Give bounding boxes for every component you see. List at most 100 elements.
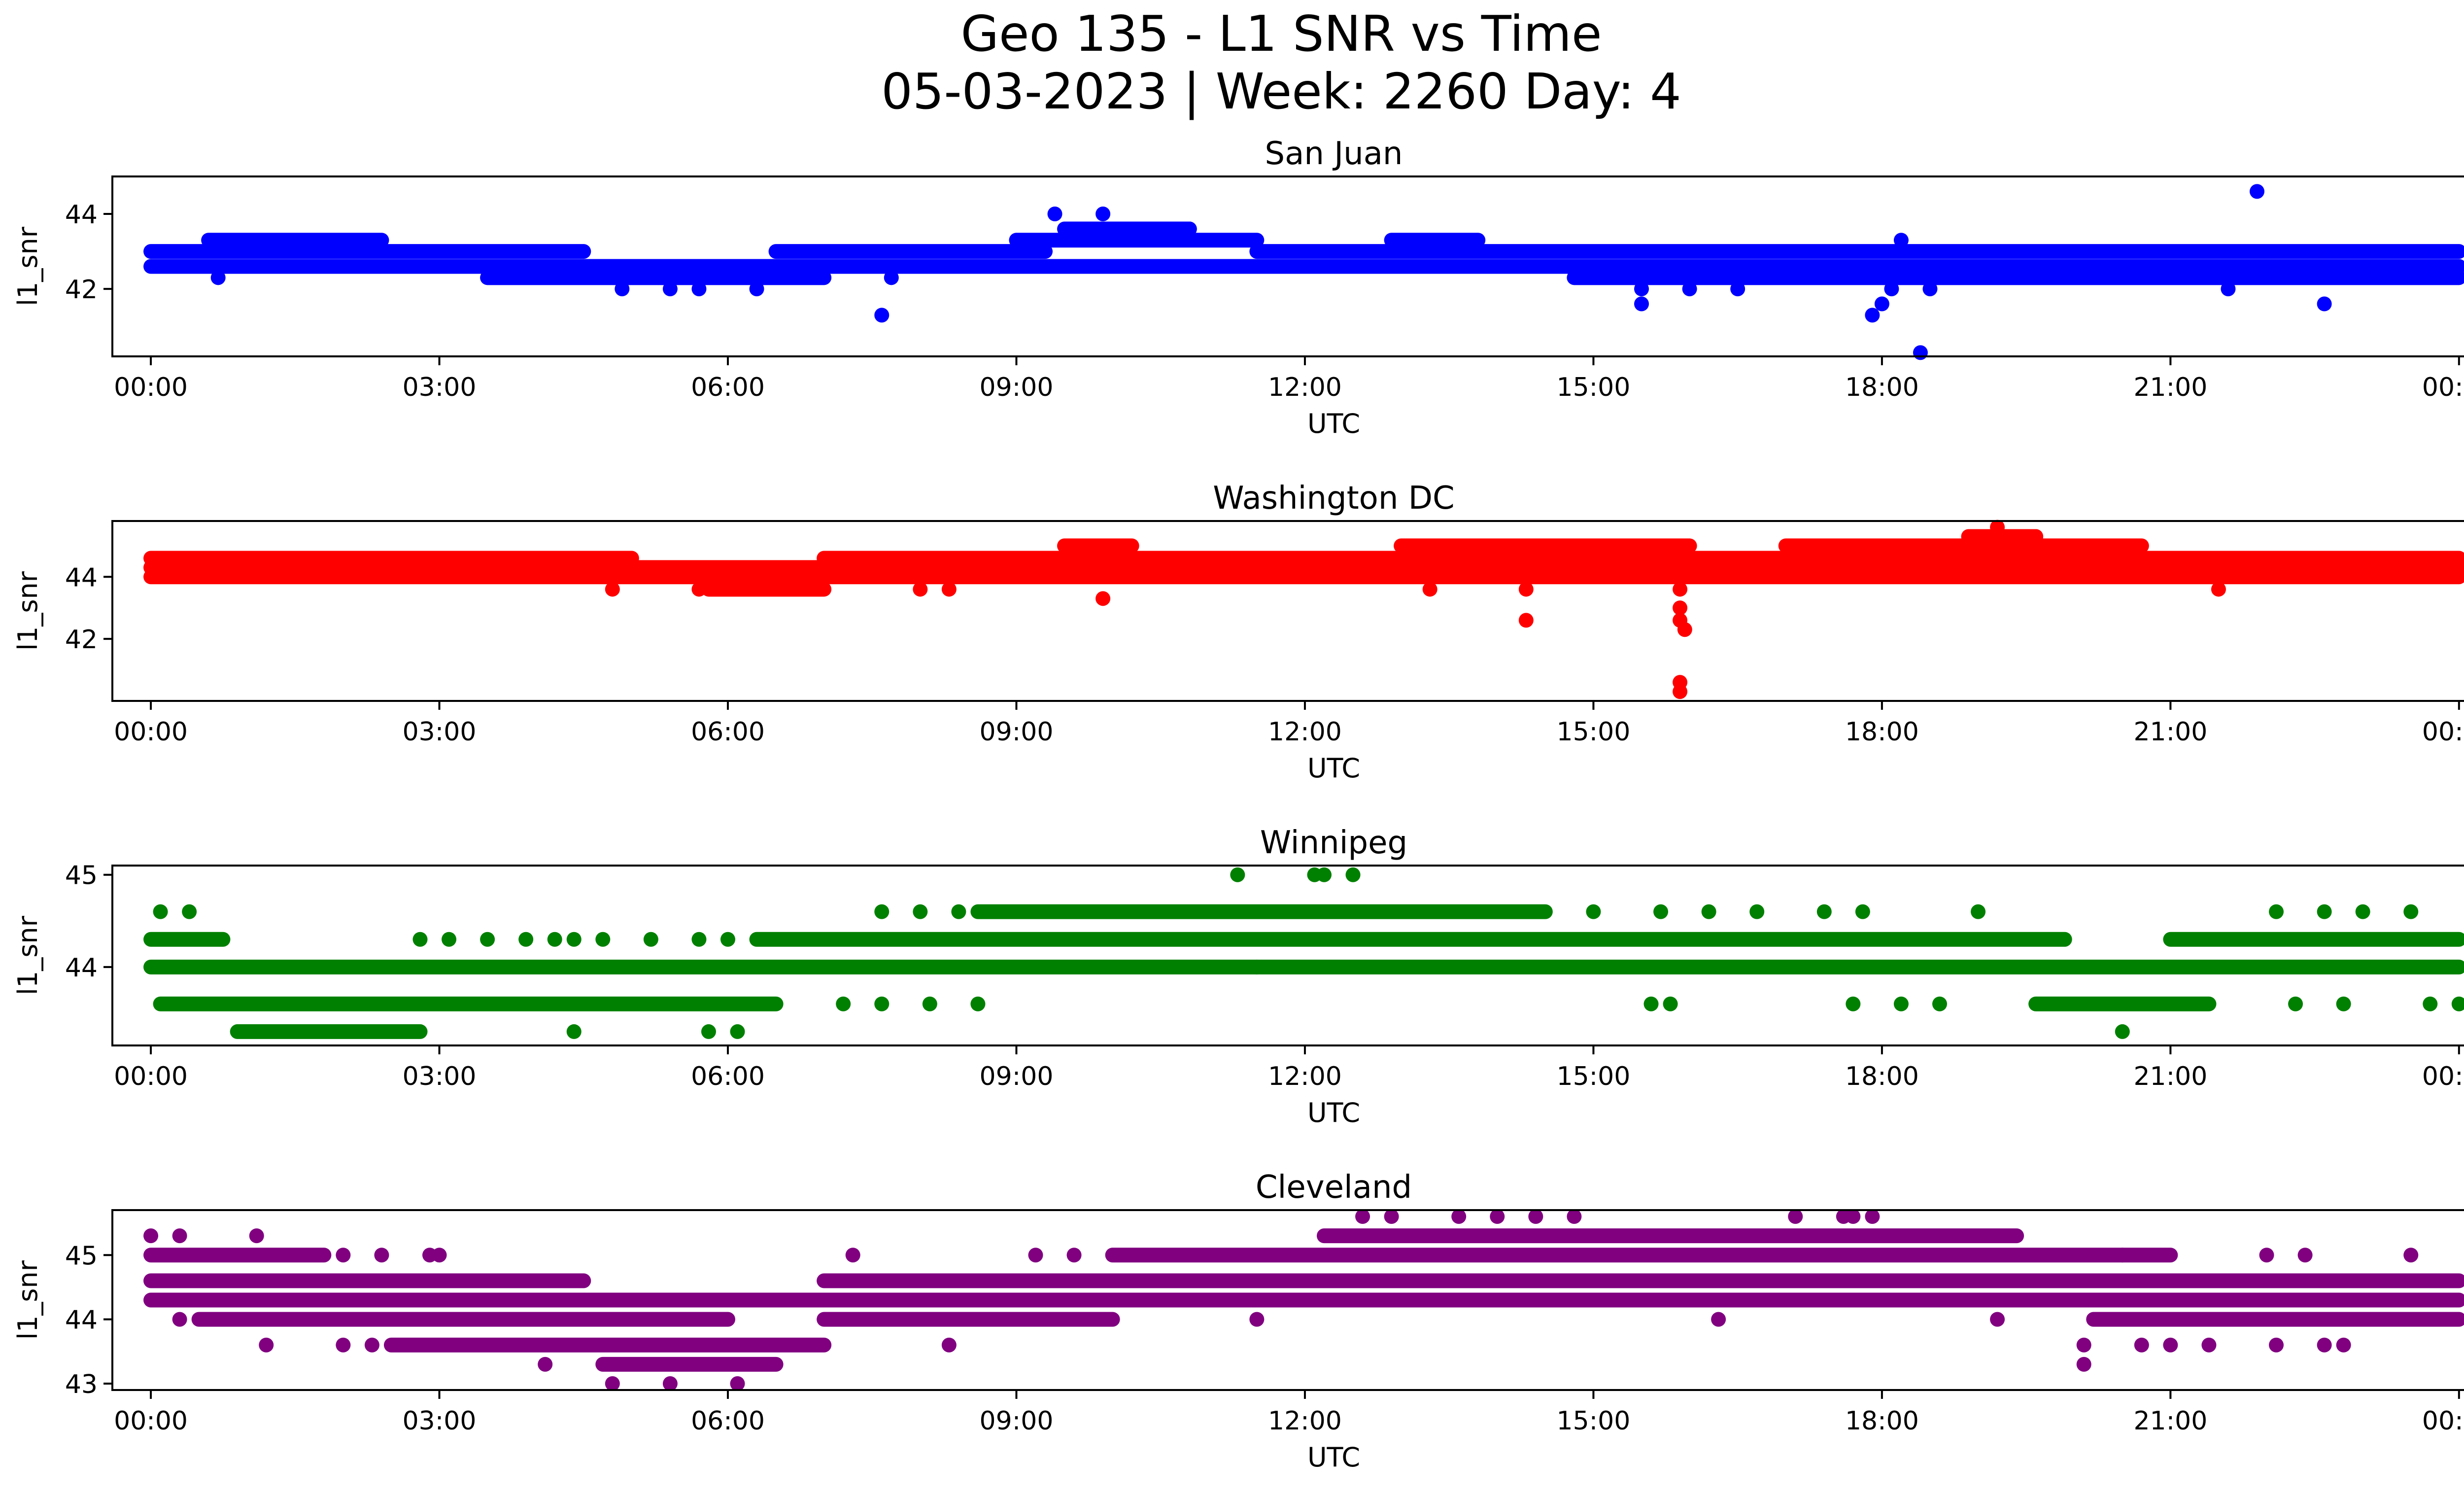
scatter-point [1355, 1209, 1370, 1224]
x-tick-label: 00:00 [114, 373, 188, 402]
scatter-point [172, 1228, 187, 1244]
scatter-point [951, 904, 966, 919]
x-tick-label: 12:00 [1268, 717, 1342, 747]
scatter-point [259, 1337, 274, 1353]
scatter-point [2211, 582, 2226, 597]
scatter-series [143, 520, 2464, 699]
scatter-point [336, 1337, 351, 1353]
x-tick-label: 12:00 [1268, 1406, 1342, 1436]
scatter-point [615, 281, 630, 297]
x-tick-label: 00:00 [114, 1062, 188, 1091]
scatter-point [845, 1248, 860, 1263]
scatter-point [172, 1312, 187, 1327]
scatter-point [1586, 904, 1601, 919]
x-tick-label: 15:00 [1556, 717, 1630, 747]
axes-frame [111, 520, 2464, 702]
scatter-point [922, 996, 937, 1011]
scatter-point [1846, 996, 1861, 1011]
scatter-point [2317, 296, 2332, 312]
scatter-point [1643, 996, 1659, 1011]
scatter-point [2134, 1337, 2149, 1353]
x-tick-label: 12:00 [1268, 373, 1342, 402]
x-tick-label: 06:00 [691, 1062, 765, 1091]
scatter-point [2076, 1337, 2091, 1353]
scatter-point [2115, 1024, 2130, 1039]
scatter-point [1788, 1209, 1803, 1224]
y-axis-label: l1_snr [12, 1260, 43, 1340]
scatter-point [336, 1248, 351, 1263]
scatter-point [1490, 1209, 1505, 1224]
x-tick-label: 09:00 [980, 1406, 1054, 1436]
x-tick-label: 03:00 [403, 1406, 477, 1436]
scatter-point [374, 1248, 389, 1263]
scatter-point [2288, 996, 2303, 1011]
x-tick-label: 00:00 [2422, 1062, 2464, 1091]
scatter-point [1634, 296, 1649, 312]
scatter-point [2076, 1356, 2091, 1372]
scatter-point [412, 932, 428, 947]
y-tick-label: 44 [65, 563, 98, 592]
scatter-point [1874, 296, 1889, 312]
scatter-point [1095, 591, 1111, 606]
axes-frame [111, 1209, 2464, 1391]
scatter-point [2259, 1248, 2274, 1263]
y-axis-label: l1_snr [12, 915, 43, 995]
y-tick-label: 42 [65, 625, 98, 655]
x-tick-label: 00:00 [114, 717, 188, 747]
scatter-series [143, 1209, 2464, 1391]
scatter-point [1884, 281, 1899, 297]
x-tick-label: 00:00 [2422, 373, 2464, 402]
subplot-title: Cleveland [1256, 1169, 1412, 1206]
x-tick-label: 00:00 [2422, 717, 2464, 747]
scatter-series [143, 867, 2464, 1039]
scatter-point [1673, 684, 1688, 699]
scatter-point [143, 1228, 159, 1244]
scatter-point [1634, 281, 1649, 297]
scatter-point [643, 932, 658, 947]
x-tick-label: 03:00 [403, 717, 477, 747]
scatter-point [874, 308, 890, 323]
scatter-point [2201, 1337, 2217, 1353]
scatter-point [210, 270, 226, 285]
scatter-point [2403, 1248, 2419, 1263]
scatter-point [730, 1376, 745, 1391]
scatter-point [1653, 904, 1669, 919]
x-tick-label: 09:00 [980, 373, 1054, 402]
subplot-title: Winnipeg [1260, 825, 1407, 861]
scatter-point [836, 996, 851, 1011]
scatter-point [1971, 904, 1986, 919]
x-tick-label: 09:00 [980, 717, 1054, 747]
scatter-point [1528, 1209, 1543, 1224]
scatter-point [970, 996, 986, 1011]
x-tick-label: 21:00 [2133, 717, 2207, 747]
subplot-3: Cleveland 00:00 03:00 06:00 09:00 12:00 15:00 1… [12, 1169, 2464, 1473]
scatter-point [691, 582, 707, 597]
scatter-point [1182, 221, 1197, 237]
scatter-point [913, 904, 928, 919]
x-axis-label: UTC [1307, 1442, 1360, 1473]
scatter-point [2451, 996, 2464, 1011]
x-tick-label: 21:00 [2133, 1406, 2207, 1436]
scatter-point [749, 281, 764, 297]
scatter-point [2250, 184, 2265, 199]
scatter-point [1518, 582, 1534, 597]
scatter-point [2115, 1248, 2130, 1263]
scatter-point [1249, 959, 1265, 974]
y-axis-label: l1_snr [12, 226, 43, 306]
figure-title-line2: 05-03-2023 | Week: 2260 Day: 4 [881, 63, 1681, 120]
scatter-point [432, 1248, 447, 1263]
scatter-point [701, 1024, 716, 1039]
scatter-point [1028, 1248, 1043, 1263]
figure-title-line1: Geo 135 - L1 SNR vs Time [961, 5, 1602, 63]
x-tick-label: 09:00 [980, 1062, 1054, 1091]
y-tick-label: 43 [65, 1370, 98, 1399]
scatter-point [1047, 207, 1062, 222]
x-tick-label: 00:00 [2422, 1406, 2464, 1436]
scatter-point [1663, 996, 1678, 1011]
scatter-point [605, 582, 620, 597]
scatter-point [1451, 1209, 1467, 1224]
scatter-point [1316, 867, 1332, 882]
y-tick-label: 44 [65, 200, 98, 230]
